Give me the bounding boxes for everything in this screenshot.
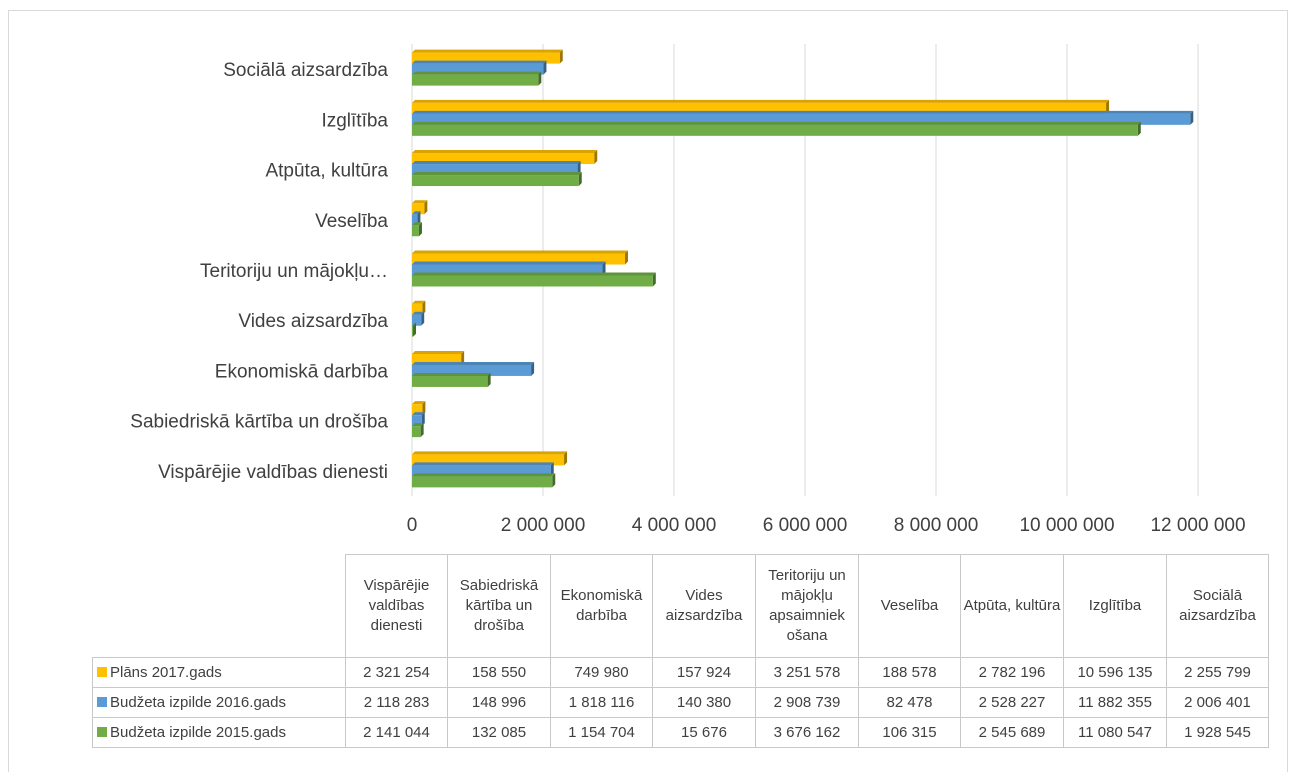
x-tick-label: 2 000 000 <box>501 515 586 536</box>
table-column-header: Sabiedriskā kārtība un drošība <box>447 554 551 658</box>
table-cell: 2 141 044 <box>345 717 448 748</box>
x-tick-label: 12 000 000 <box>1150 515 1245 536</box>
table-column-header: Veselība <box>858 554 961 658</box>
bar <box>412 222 422 237</box>
table-cell: 1 818 116 <box>550 687 653 718</box>
legend-label: Plāns 2017.gads <box>110 664 222 681</box>
table-column-header: Sociālā aizsardzība <box>1166 554 1269 658</box>
x-tick-label: 6 000 000 <box>763 515 848 536</box>
table-cell: 1 154 704 <box>550 717 653 748</box>
table-cell: 3 251 578 <box>755 657 859 688</box>
table-column-header: Vides aizsardzība <box>652 554 756 658</box>
table-cell: 11 080 547 <box>1063 717 1167 748</box>
table-cell: 2 321 254 <box>345 657 448 688</box>
table-column-header: Vispārējie valdības dienesti <box>345 554 448 658</box>
category-label: Veselība <box>315 211 388 232</box>
category-label: Izglītība <box>321 110 388 131</box>
category-label: Atpūta, kultūra <box>265 161 388 182</box>
table-cell: 140 380 <box>652 687 756 718</box>
category-labels: Vispārējie valdības dienesti Sabiedriskā … <box>130 60 388 483</box>
table-column-header: Ekonomiskā darbība <box>550 554 653 658</box>
table-cell: 2 006 401 <box>1166 687 1269 718</box>
table-cell: 2 908 739 <box>755 687 859 718</box>
bar <box>412 350 465 365</box>
bar <box>412 473 556 488</box>
bar <box>412 451 568 466</box>
category-label: Sabiedriskā kārtība un drošība <box>130 412 388 433</box>
table-header-row: Vispārējie valdības dienesti Sabiedriskā … <box>92 554 1269 658</box>
table-cell: 1 928 545 <box>1166 717 1269 748</box>
legend-label: Budžeta izpilde 2015.gads <box>110 724 286 741</box>
x-tick-label: 4 000 000 <box>632 515 717 536</box>
table-cell: 2 545 689 <box>960 717 1064 748</box>
bars <box>412 49 1194 488</box>
legend-entry: Budžeta izpilde 2015.gads <box>92 717 346 748</box>
table-cell: 11 882 355 <box>1063 687 1167 718</box>
x-tick-label: 0 <box>407 515 418 536</box>
bar <box>412 71 542 86</box>
bar <box>412 261 606 276</box>
table-row: Budžeta izpilde 2015.gads 2 141 044 132 08… <box>92 717 1269 748</box>
table-cell: 157 924 <box>652 657 756 688</box>
legend-swatch <box>97 727 107 737</box>
x-tick-label: 10 000 000 <box>1019 515 1114 536</box>
table-cell: 2 782 196 <box>960 657 1064 688</box>
legend-label: Budžeta izpilde 2016.gads <box>110 694 286 711</box>
bar <box>412 172 582 187</box>
bar <box>412 99 1110 114</box>
table-cell: 82 478 <box>858 687 961 718</box>
table-cell: 188 578 <box>858 657 961 688</box>
table-cell: 2 118 283 <box>345 687 448 718</box>
table-corner-cell <box>92 554 346 658</box>
category-label: Vispārējie valdības dienesti <box>158 462 388 483</box>
chart-frame <box>8 10 1288 772</box>
table-cell: 3 676 162 <box>755 717 859 748</box>
data-table: Vispārējie valdības dienesti Sabiedriskā … <box>92 554 1269 748</box>
bar <box>412 311 425 326</box>
bar <box>412 250 628 265</box>
legend-entry: Budžeta izpilde 2016.gads <box>92 687 346 718</box>
table-column-header: Atpūta, kultūra <box>960 554 1064 658</box>
table-column-header: Izglītība <box>1063 554 1167 658</box>
x-tick-labels: 0 2 000 000 4 000 000 6 000 000 8 000 000 10 … <box>407 515 1246 536</box>
bar <box>412 372 491 387</box>
bar <box>412 121 1141 136</box>
bar <box>412 272 656 287</box>
bar <box>412 200 428 215</box>
bar <box>412 412 425 427</box>
bar <box>412 110 1194 125</box>
bar <box>412 150 598 165</box>
bar <box>412 211 421 226</box>
bar <box>412 60 547 75</box>
table-row: Plāns 2017.gads 2 321 254 158 550 749 980 15… <box>92 657 1269 688</box>
legend-swatch <box>97 697 107 707</box>
bar <box>412 401 426 416</box>
table-cell: 10 596 135 <box>1063 657 1167 688</box>
bar <box>412 49 563 64</box>
table-column-header: Teritoriju un mājokļu apsaimniek ošana <box>755 554 859 658</box>
bar <box>412 161 581 176</box>
bar <box>412 423 424 438</box>
table-cell: 158 550 <box>447 657 551 688</box>
x-tick-label: 8 000 000 <box>894 515 979 536</box>
bar <box>412 322 417 337</box>
category-label: Vides aizsardzība <box>238 311 388 332</box>
bar <box>412 361 535 376</box>
legend-entry: Plāns 2017.gads <box>92 657 346 688</box>
table-cell: 132 085 <box>447 717 551 748</box>
table-cell: 148 996 <box>447 687 551 718</box>
category-label: Teritoriju un mājokļu… <box>200 261 388 282</box>
legend-swatch <box>97 667 107 677</box>
chart-plot: Vispārējie valdības dienesti Sabiedriskā … <box>130 44 1246 536</box>
table-row: Budžeta izpilde 2016.gads 2 118 283 148 99… <box>92 687 1269 718</box>
table-cell: 749 980 <box>550 657 653 688</box>
bar <box>412 300 426 315</box>
table-cell: 15 676 <box>652 717 756 748</box>
category-label: Sociālā aizsardzība <box>223 60 388 81</box>
table-cell: 2 255 799 <box>1166 657 1269 688</box>
category-label: Ekonomiskā darbība <box>215 361 389 382</box>
table-cell: 2 528 227 <box>960 687 1064 718</box>
bar <box>412 462 554 477</box>
table-cell: 106 315 <box>858 717 961 748</box>
